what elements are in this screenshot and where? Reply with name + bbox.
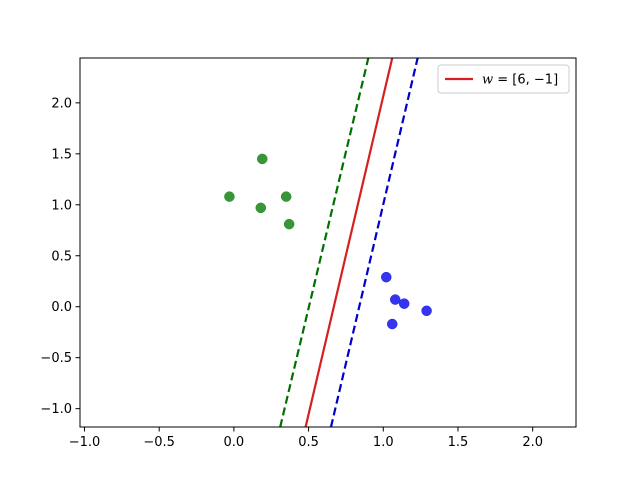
x-tick-label: −1.0 [69, 435, 101, 450]
legend: w = [6, −1] [437, 64, 570, 94]
x-tick-label: 1.5 [448, 435, 469, 450]
y-tick-label: 2.0 [51, 96, 72, 111]
margin-line-green [279, 58, 370, 427]
blue-point [421, 305, 432, 317]
legend-box [437, 64, 570, 94]
green-point [280, 191, 292, 202]
green-point [283, 218, 295, 230]
blue-point [389, 294, 401, 305]
x-tick-label: 0.5 [298, 435, 319, 450]
green-point [257, 153, 268, 165]
y-tick-label: 0.5 [51, 249, 72, 264]
x-tick-label: 0.0 [224, 435, 245, 450]
x-tick-label: −0.5 [143, 435, 175, 450]
blue-point [386, 318, 398, 330]
green-point [224, 191, 235, 202]
margin-line-blue [329, 58, 419, 427]
axes-frame [79, 57, 577, 428]
y-tick-label: −1.0 [40, 402, 72, 417]
blue-point [398, 298, 410, 309]
y-tick-label: 0.0 [51, 300, 72, 315]
legend-label: w = [6, −1] [482, 73, 558, 88]
y-tick-label: 1.5 [51, 147, 72, 162]
green-point [255, 202, 267, 214]
blue-point [381, 271, 392, 283]
x-tick-label: 1.0 [373, 435, 394, 450]
axes: −1.0 −0.5 0.0 0.5 1.0 1.5 2.0 −1.0 −0.5 0.0 0.5 1.0… [40, 57, 577, 450]
x-tick-label: 2.0 [522, 435, 543, 450]
y-tick-label: −0.5 [40, 351, 72, 366]
plot-area [224, 58, 432, 427]
y-tick-label: 1.0 [51, 198, 72, 213]
decision-boundary-line [304, 58, 394, 427]
